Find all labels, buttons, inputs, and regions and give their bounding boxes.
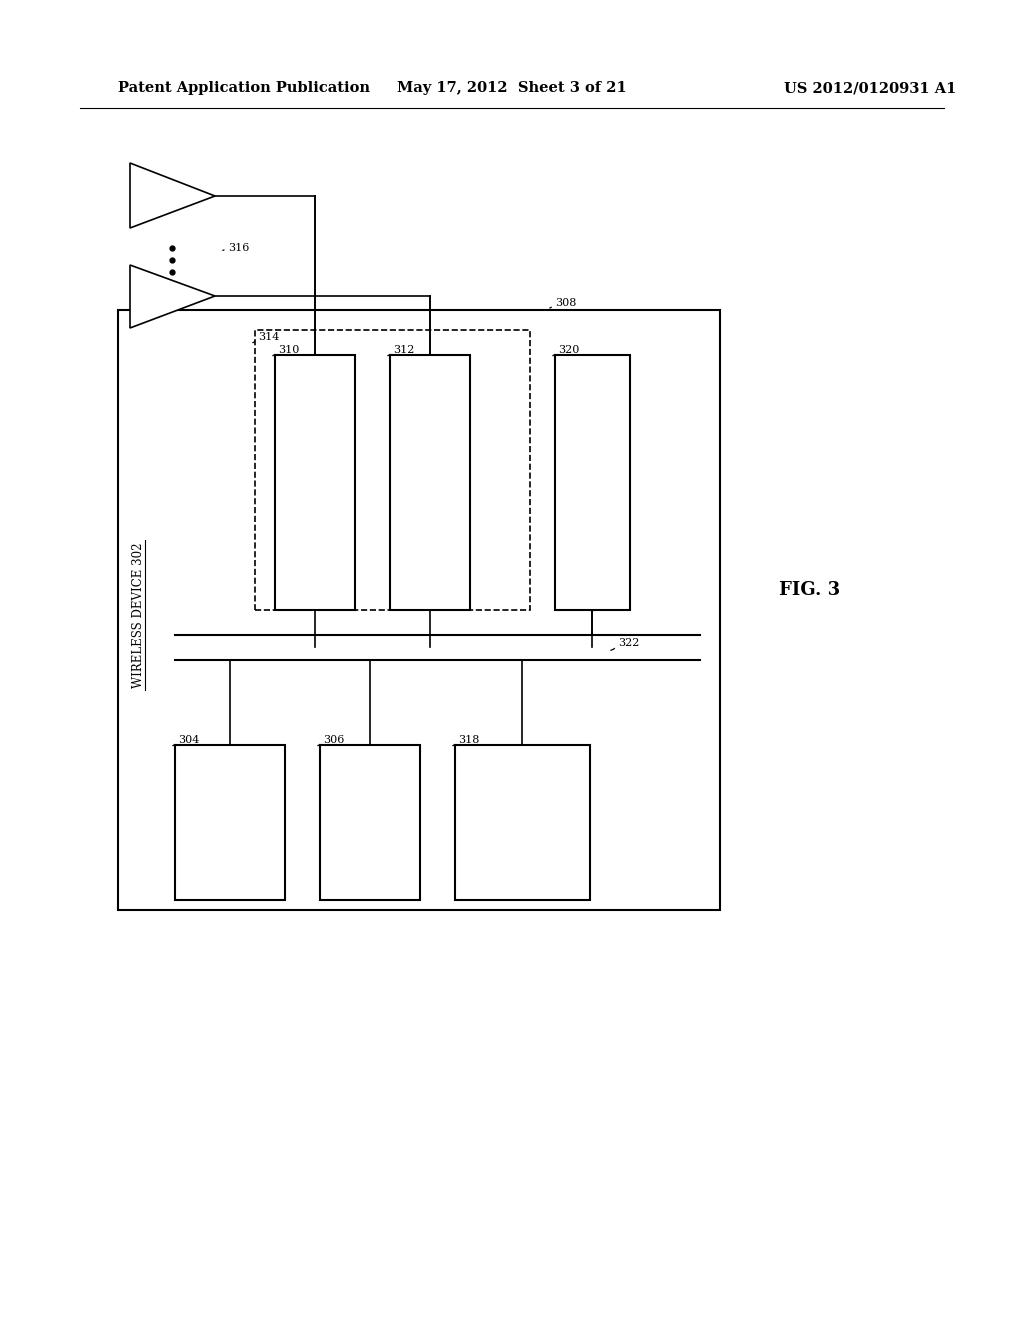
Bar [319,744,420,900]
Text: 318: 318 [458,735,479,744]
Text: 320: 320 [558,345,580,355]
Text: 310: 310 [278,345,299,355]
Text: DSP: DSP [586,470,599,495]
Text: Patent Application Publication: Patent Application Publication [118,81,370,95]
Polygon shape [130,265,215,327]
Polygon shape [130,162,215,228]
Text: SIGNAL DETECTOR: SIGNAL DETECTOR [516,762,529,883]
Bar [555,355,630,610]
Bar [255,330,530,610]
Text: FIG. 3: FIG. 3 [779,581,841,599]
Text: RECEIVER: RECEIVER [424,450,436,515]
Text: 314: 314 [258,333,280,342]
Text: 306: 306 [323,735,344,744]
Text: MEMORY: MEMORY [364,793,377,851]
Text: May 17, 2012  Sheet 3 of 21: May 17, 2012 Sheet 3 of 21 [397,81,627,95]
Text: 316: 316 [228,243,250,253]
Text: 304: 304 [178,735,200,744]
Bar [455,744,590,900]
Text: 322: 322 [618,638,639,648]
Bar [275,355,355,610]
Text: US 2012/0120931 A1: US 2012/0120931 A1 [783,81,956,95]
Text: TRANSMITTER: TRANSMITTER [308,436,322,529]
Text: WIRELESS DEVICE 302: WIRELESS DEVICE 302 [131,543,144,688]
Bar [175,744,285,900]
Text: PROCESSOR: PROCESSOR [223,783,237,862]
Bar [390,355,470,610]
Text: 312: 312 [393,345,415,355]
Text: 308: 308 [555,298,577,308]
Bar [118,310,720,909]
